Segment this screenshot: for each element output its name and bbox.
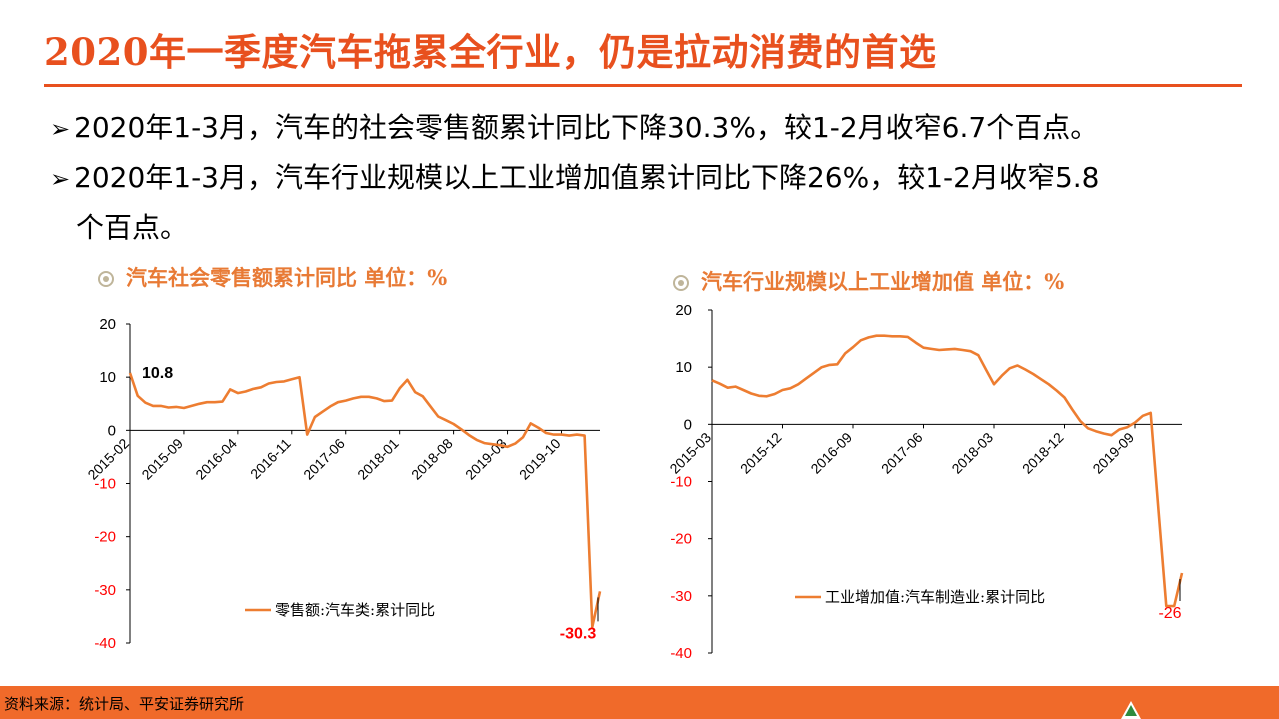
x-tick-label: 2016-09 <box>807 429 855 477</box>
series-line <box>711 334 1184 608</box>
annotation-label: -26 <box>1158 605 1181 622</box>
x-tick-label: 2017-06 <box>878 429 926 477</box>
page-title: 2020年一季度汽车拖累全行业，仍是拉动消费的首选 <box>44 30 937 74</box>
y-tick-label: -30 <box>94 582 116 599</box>
x-tick-label: 2018-03 <box>948 429 996 477</box>
y-tick-label: 10 <box>675 359 692 376</box>
y-tick-label: -20 <box>670 531 692 548</box>
y-tick-label: -20 <box>94 529 116 546</box>
x-tick-label: 2018-12 <box>1019 429 1067 477</box>
legend-label: 工业增加值:汽车制造业:累计同比 <box>825 588 1045 606</box>
source-note: 资料来源：统计局、平安证券研究所 <box>4 695 245 713</box>
bullet-1-text: 2020年1-3月，汽车的社会零售额累计同比下降30.3%，较1-2月收窄6.7… <box>74 111 1099 144</box>
y-tick-label: 10 <box>99 369 116 386</box>
chart-1-heading: 汽车社会零售额累计同比 单位：% <box>98 262 447 292</box>
chart-2-heading: 汽车行业规模以上工业增加值 单位：% <box>673 266 1064 296</box>
bullet-2: ➢ 2020年1-3月，汽车行业规模以上工业增加值累计同比下降26%，较1-2月收… <box>50 156 1100 196</box>
y-tick-label: -30 <box>670 588 692 605</box>
y-tick-label: -10 <box>670 474 692 491</box>
bullet-2-text: 2020年1-3月，汽车行业规模以上工业增加值累计同比下降26%，较1-2月收窄… <box>74 161 1100 194</box>
annotation-label: -30.3 <box>560 625 597 642</box>
x-tick-label: 2015-03 <box>666 429 714 477</box>
bullet-1: ➢ 2020年1-3月，汽车的社会零售额累计同比下降30.3%，较1-2月收窄6.… <box>50 106 1098 146</box>
bullet-2-continuation: 个百点。 <box>76 211 189 244</box>
chart-2-heading-text: 汽车行业规模以上工业增加值 单位：% <box>701 269 1065 294</box>
y-tick-label: 0 <box>684 416 692 433</box>
y-tick-label: -40 <box>94 635 116 652</box>
circle-dot-icon <box>673 275 689 291</box>
annotation-label: 10.8 <box>142 365 173 382</box>
footer-bar <box>0 686 1279 719</box>
y-tick-label: 0 <box>108 422 116 439</box>
tree-logo-icon <box>1121 701 1141 719</box>
y-tick-label: 20 <box>99 316 116 333</box>
arrow-right-icon: ➢ <box>50 165 71 193</box>
chart-1-heading-text: 汽车社会零售额累计同比 单位：% <box>126 265 448 290</box>
title-underline <box>44 84 1242 87</box>
legend-label: 零售额:汽车类:累计同比 <box>275 601 435 619</box>
y-tick-label: -10 <box>94 476 116 493</box>
circle-dot-icon <box>98 271 114 287</box>
x-tick-label: 2015-12 <box>737 429 785 477</box>
x-tick-label: 2019-09 <box>1089 429 1137 477</box>
y-tick-label: -40 <box>670 645 692 662</box>
y-tick-label: 20 <box>675 302 692 319</box>
arrow-right-icon: ➢ <box>50 115 71 143</box>
series-line <box>128 372 602 629</box>
